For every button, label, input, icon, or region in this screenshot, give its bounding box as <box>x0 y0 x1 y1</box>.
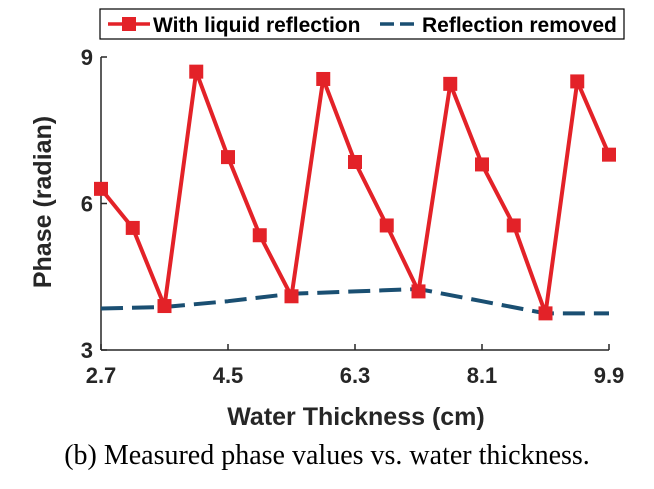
x-tick-label: 8.1 <box>467 363 498 388</box>
legend-red-marker <box>122 17 136 31</box>
series-line-reflection-removed <box>100 287 609 316</box>
data-point-marker <box>602 147 616 162</box>
data-point-marker <box>94 181 108 196</box>
phase-chart: With liquid reflection Reflection remove… <box>29 8 625 431</box>
data-point-marker <box>506 218 521 233</box>
data-point-marker <box>538 306 553 321</box>
series-layer <box>94 64 616 321</box>
x-tick-label: 9.9 <box>594 363 625 388</box>
legend: With liquid reflection Reflection remove… <box>99 8 625 40</box>
axes: 2.7 4.5 6.3 8.1 9.9 3 6 9 <box>81 45 625 388</box>
legend-box <box>99 8 625 40</box>
data-point-marker <box>157 299 172 314</box>
x-tick-label: 4.5 <box>213 363 244 388</box>
data-point-marker <box>221 150 235 165</box>
data-point-marker <box>316 71 331 86</box>
data-point-marker <box>475 157 489 172</box>
x-tick-label: 6.3 <box>340 363 371 388</box>
y-tick-label: 3 <box>81 338 93 363</box>
x-axis-label: Water Thickness (cm) <box>227 403 484 431</box>
data-point-marker <box>189 64 204 79</box>
legend-label-reflection-removed: Reflection removed <box>422 14 617 37</box>
data-point-marker <box>411 284 426 299</box>
data-point-marker <box>252 228 267 243</box>
data-point-marker <box>570 74 585 89</box>
data-point-marker <box>443 76 458 91</box>
y-tick-label: 6 <box>81 192 93 217</box>
data-point-marker <box>284 289 299 304</box>
legend-label-with-liquid-reflection: With liquid reflection <box>153 14 360 37</box>
y-axis-label: Phase (radian) <box>29 116 57 288</box>
data-point-marker <box>379 218 394 233</box>
x-tick-label: 2.7 <box>86 363 117 388</box>
series-line-with-liquid-reflection <box>99 69 611 316</box>
data-point-marker <box>125 220 140 235</box>
data-point-marker <box>348 154 362 169</box>
figure-caption: (b) Measured phase values vs. water thic… <box>64 440 590 471</box>
y-tick-label: 9 <box>81 45 93 70</box>
